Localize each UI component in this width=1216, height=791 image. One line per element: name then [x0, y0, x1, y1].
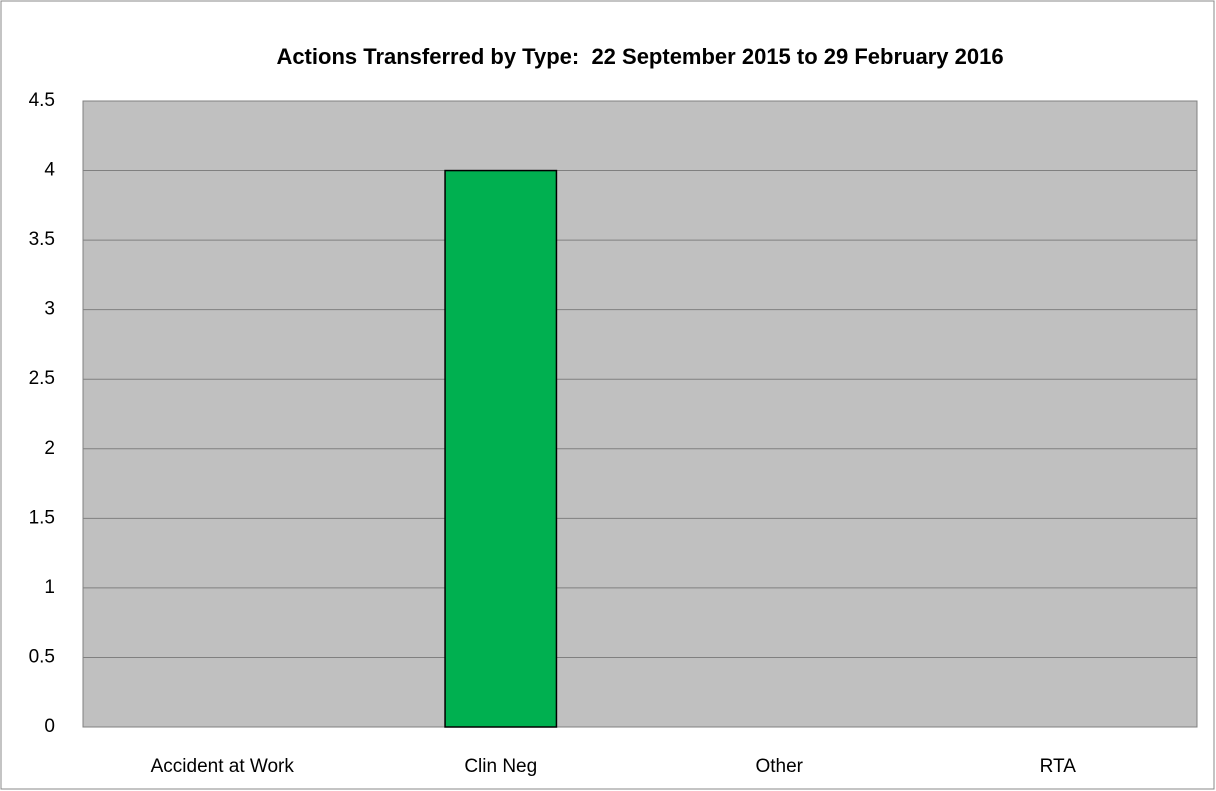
y-tick-label: 1: [44, 577, 55, 598]
x-tick-label: Other: [755, 756, 803, 777]
x-tick-label: RTA: [1040, 756, 1077, 777]
y-tick-label: 2: [44, 438, 55, 459]
x-tick-label: Accident at Work: [151, 756, 295, 777]
y-tick-label: 3.5: [29, 229, 55, 250]
chart-title: Actions Transferred by Type: 22 Septembe…: [276, 44, 1003, 69]
y-tick-label: 2.5: [29, 368, 55, 389]
plot-area: [82, 100, 1198, 728]
y-tick-label: 4: [44, 160, 55, 181]
y-tick-label: 3: [44, 299, 55, 320]
y-tick-label: 0.5: [29, 646, 55, 667]
x-tick-label: Clin Neg: [464, 756, 537, 777]
bar: [444, 169, 558, 728]
y-tick-label: 4.5: [29, 90, 55, 111]
y-tick-label: 1.5: [29, 507, 55, 528]
y-tick-label: 0: [44, 716, 55, 737]
